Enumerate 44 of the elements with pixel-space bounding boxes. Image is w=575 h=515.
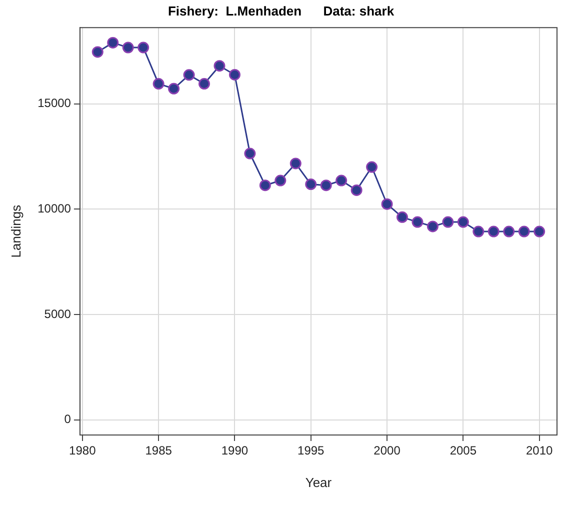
point bbox=[472, 226, 484, 238]
x-tick-label: 1985 bbox=[145, 444, 172, 458]
y-tick-label: 5000 bbox=[44, 306, 72, 321]
point bbox=[366, 161, 378, 173]
x-tick-label: 2005 bbox=[450, 444, 477, 458]
point bbox=[244, 148, 256, 160]
point bbox=[350, 184, 362, 196]
point bbox=[152, 78, 164, 90]
x-tick-label: 1980 bbox=[69, 444, 96, 458]
point bbox=[381, 198, 393, 210]
point bbox=[107, 36, 119, 48]
point bbox=[274, 174, 286, 186]
point bbox=[336, 174, 348, 186]
point bbox=[122, 42, 134, 54]
point bbox=[503, 226, 515, 238]
point bbox=[488, 226, 500, 238]
point bbox=[183, 69, 195, 81]
point bbox=[442, 216, 454, 228]
x-tick-label: 1995 bbox=[298, 444, 325, 458]
x-axis-title: Year bbox=[305, 474, 332, 490]
point bbox=[168, 82, 180, 94]
point bbox=[412, 216, 424, 228]
y-tick-label: 15000 bbox=[38, 96, 72, 110]
point bbox=[198, 78, 210, 90]
y-axis-title: Landings bbox=[8, 204, 24, 258]
x-tick-label: 2010 bbox=[526, 444, 553, 458]
y-tick-label: 10000 bbox=[38, 201, 72, 216]
point bbox=[138, 42, 150, 54]
y-tick-label: 0 bbox=[64, 412, 72, 426]
point bbox=[457, 216, 469, 228]
x-tick-label: 1990 bbox=[221, 444, 248, 458]
point bbox=[396, 211, 408, 223]
point bbox=[214, 60, 226, 72]
point bbox=[92, 46, 104, 58]
chart-title: Fishery: L.Menhaden Data: shark bbox=[168, 3, 395, 18]
point bbox=[228, 68, 240, 80]
x-tick-label: 2000 bbox=[374, 444, 401, 458]
point bbox=[518, 226, 530, 238]
point bbox=[320, 180, 332, 192]
point bbox=[426, 220, 438, 232]
point bbox=[305, 178, 317, 190]
point bbox=[290, 158, 302, 170]
point bbox=[259, 180, 271, 192]
point bbox=[534, 226, 546, 238]
